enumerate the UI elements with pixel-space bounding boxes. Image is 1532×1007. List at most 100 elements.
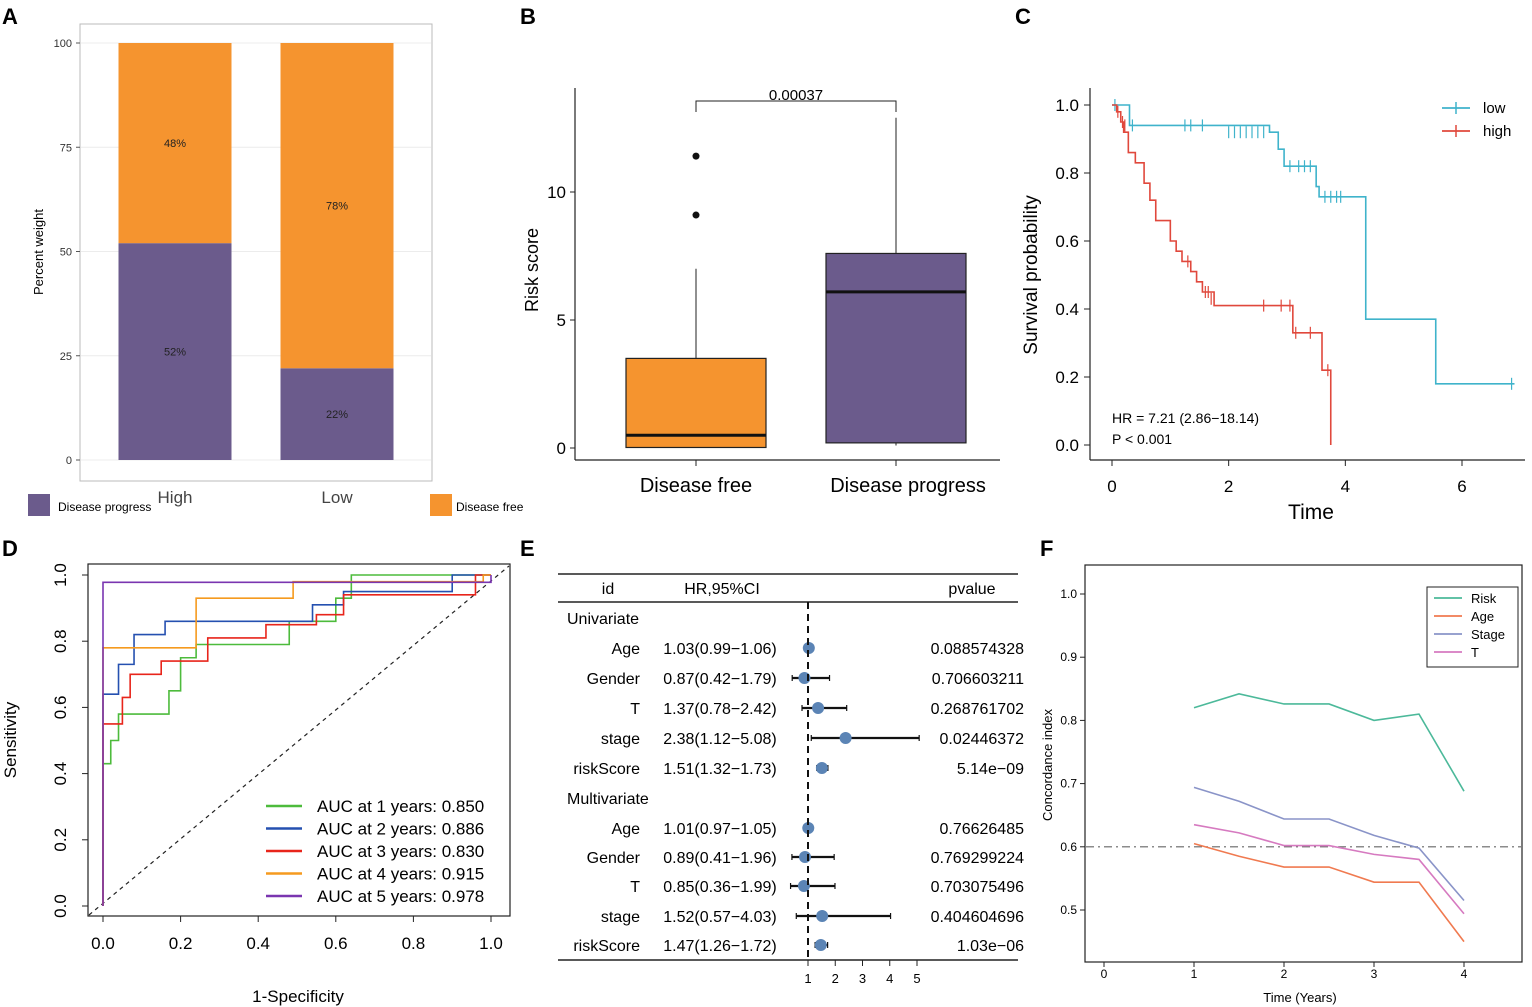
x-tick-label: 2 xyxy=(1281,967,1288,981)
panel-d-legend: AUC at 1 years: 0.850 AUC at 2 years: 0.8… xyxy=(266,797,484,906)
bar-label: 22% xyxy=(326,409,348,421)
row-pvalue: 0.404604696 xyxy=(931,909,1025,926)
panel-a-ylabel: Percent weight xyxy=(31,209,46,295)
x-tick-label: 0.0 xyxy=(91,934,115,953)
panel-b-y-ticks: 0 5 10 xyxy=(547,183,575,458)
y-tick-label: 1.0 xyxy=(1060,587,1077,601)
roc-diagonal xyxy=(88,565,510,916)
x-tick-label: 2 xyxy=(832,971,839,986)
legend-label: AUC at 1 years: 0.850 xyxy=(317,797,484,816)
bar-low-disease-free xyxy=(280,43,394,369)
y-tick-label: 0.8 xyxy=(1055,164,1079,183)
panel-f-ticks: 0 1 2 3 4 0.5 0.6 0.7 0.8 0.9 1.0 xyxy=(1060,587,1467,981)
roc-curve-auc-at-3-years-0-830 xyxy=(102,574,491,906)
row-hr: 1.37(0.78−2.42) xyxy=(663,701,776,718)
pvalue-label: 0.00037 xyxy=(769,87,823,104)
x-tick-label: 4 xyxy=(886,971,893,986)
row-pvalue: 0.706603211 xyxy=(932,671,1024,688)
row-pvalue: 5.14e−09 xyxy=(957,761,1024,778)
legend-label: AUC at 4 years: 0.915 xyxy=(317,865,484,884)
row-hr: 0.85(0.36−1.99) xyxy=(663,879,776,896)
panel-a-bars: 52% 48% 22% 78% xyxy=(118,43,394,460)
panel-label-b: B xyxy=(520,4,536,29)
cindex-line-stage xyxy=(1193,786,1465,902)
hr-point xyxy=(816,910,829,922)
panel-b-ylabel: Risk score xyxy=(522,228,542,312)
box-disease-free xyxy=(625,357,767,449)
panel-e: id HR,95%CI pvalue Univariate Age 1.03(0.9… xyxy=(558,573,1025,986)
roc-curve-auc-at-4-years-0-915 xyxy=(102,574,491,906)
panel-b-x-ticks: Disease free Disease progress xyxy=(640,460,986,497)
panel-f-lines xyxy=(1086,693,1521,943)
y-tick-label: 0 xyxy=(66,455,72,467)
row-hr: 1.52(0.57−4.03) xyxy=(663,909,776,926)
hr-point xyxy=(814,939,827,951)
x-tick-label: 0.8 xyxy=(402,934,426,953)
x-tick-label-disease-progress: Disease progress xyxy=(830,475,986,497)
x-tick-label: 4 xyxy=(1341,477,1350,496)
panel-a-frame xyxy=(79,23,433,482)
panel-d-ylabel: Sensitivity xyxy=(1,701,20,778)
panel-a-x-ticks: High Low xyxy=(158,488,354,507)
x-tick-label: 0.2 xyxy=(169,934,193,953)
row-id: T xyxy=(630,701,640,718)
hr-point xyxy=(799,851,812,863)
x-tick-label: 0 xyxy=(1101,967,1108,981)
bar-high-disease-free xyxy=(118,43,232,244)
y-tick-label: 50 xyxy=(60,247,72,259)
legend-label-high: high xyxy=(1483,123,1511,140)
x-tick-label-low: Low xyxy=(321,488,353,507)
hr-point xyxy=(812,702,825,714)
panel-c-legend: low high xyxy=(1442,100,1511,140)
legend-label: AUC at 3 years: 0.830 xyxy=(317,842,484,861)
hr-point xyxy=(802,642,815,654)
row-hr: 0.87(0.42−1.79) xyxy=(663,671,776,688)
panel-label-f: F xyxy=(1040,536,1053,561)
row-pvalue: 0.76626485 xyxy=(939,821,1024,838)
x-tick-label: 6 xyxy=(1457,477,1466,496)
y-tick-label: 0.4 xyxy=(51,762,70,786)
legend-label-disease-progress: Disease progress xyxy=(58,500,151,514)
x-tick-label: 0.4 xyxy=(246,934,270,953)
panel-a: 0 25 50 75 100 52% 48% 22% 78% High Low Percent … xyxy=(28,23,524,516)
y-tick-label: 0.4 xyxy=(1055,300,1079,319)
y-tick-label: 0.6 xyxy=(1060,840,1077,854)
panel-a-y-ticks: 0 25 50 75 100 xyxy=(54,38,80,467)
hr-point xyxy=(815,762,828,774)
y-tick-label: 1.0 xyxy=(51,563,70,587)
y-tick-label: 0.7 xyxy=(1060,777,1077,791)
roc-curve-auc-at-2-years-0-886 xyxy=(102,574,491,906)
row-hr: 1.01(0.97−1.05) xyxy=(663,821,776,838)
panel-d-curves xyxy=(88,565,510,916)
x-tick-label: 2 xyxy=(1224,477,1233,496)
hr-point xyxy=(802,822,815,834)
y-tick-label: 0.6 xyxy=(1055,232,1079,251)
x-tick-label: 3 xyxy=(1371,967,1378,981)
panel-label-c: C xyxy=(1015,4,1031,29)
panel-label-d: D xyxy=(2,536,18,561)
panel-f-xlabel: Time (Years) xyxy=(1263,990,1336,1005)
y-tick-label: 0 xyxy=(557,439,566,458)
row-hr: 1.03(0.99−1.06) xyxy=(663,641,776,658)
outlier-point xyxy=(692,152,700,160)
row-id: Gender xyxy=(587,850,641,867)
x-tick-label: 0 xyxy=(1107,477,1116,496)
y-tick-label: 100 xyxy=(54,38,72,50)
survival-curve-low xyxy=(1112,104,1515,385)
cindex-line-t xyxy=(1193,823,1465,915)
panel-f: 0 1 2 3 4 0.5 0.6 0.7 0.8 0.9 1.0 Concordance inde… xyxy=(1040,564,1523,1005)
roc-curve-auc-at-5-years-0-978 xyxy=(102,575,492,906)
y-tick-label: 0.0 xyxy=(1055,436,1079,455)
x-tick-label: 4 xyxy=(1461,967,1468,981)
legend-label-disease-free: Disease free xyxy=(456,500,524,514)
row-pvalue: 1.03e−06 xyxy=(957,938,1024,955)
section-title-multivariate: Multivariate xyxy=(567,791,649,808)
x-tick-label: 3 xyxy=(859,971,866,986)
row-pvalue: 0.02446372 xyxy=(939,731,1024,748)
row-id: stage xyxy=(601,731,640,748)
panel-f-frame xyxy=(1084,564,1523,963)
row-pvalue: 0.268761702 xyxy=(931,701,1025,718)
hr-point xyxy=(797,880,810,892)
legend-label-t: T xyxy=(1471,645,1479,660)
